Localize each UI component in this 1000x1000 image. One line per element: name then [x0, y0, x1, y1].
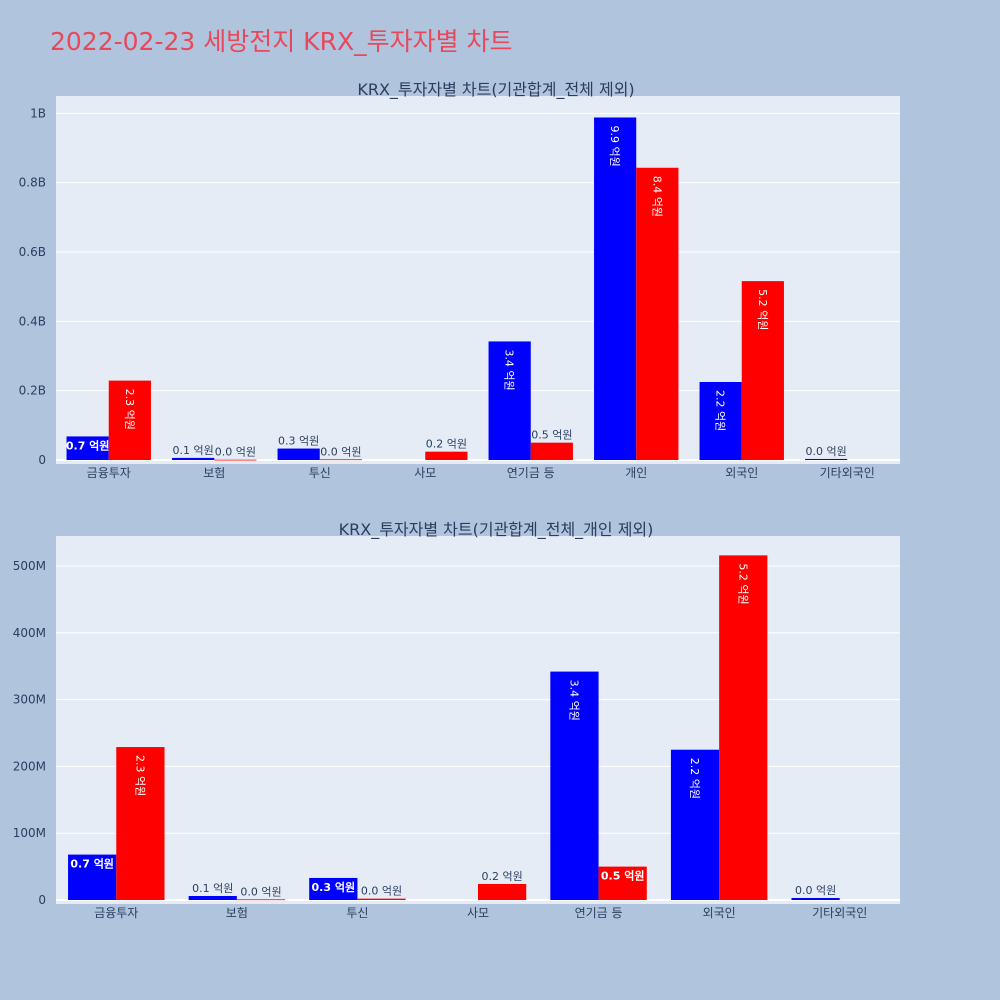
bar-label: 2.2 억원	[688, 758, 701, 799]
bar-label: 0.1 억원	[192, 882, 233, 895]
bar-label: 0.0 억원	[795, 884, 836, 897]
bar-label: 0.2 억원	[481, 870, 522, 883]
bar[interactable]	[236, 899, 286, 901]
x-tick-label: 보험	[203, 466, 225, 480]
y-tick-label: 0	[38, 453, 46, 467]
bar[interactable]	[116, 747, 165, 900]
bar[interactable]	[277, 448, 320, 460]
bar-label: 2.2 억원	[714, 390, 727, 431]
bar-label: 5.2 억원	[736, 563, 749, 604]
bar-label: 0.3 억원	[312, 880, 356, 894]
bar[interactable]	[488, 341, 531, 460]
chart-title: KRX_투자자별 차트(기관합계_전체 제외)	[357, 80, 634, 100]
bar[interactable]	[478, 883, 527, 900]
bar[interactable]	[550, 671, 599, 900]
y-tick-label: 100M	[13, 826, 46, 840]
bar-label: 0.7 억원	[70, 857, 114, 871]
bar[interactable]	[357, 898, 406, 900]
bar[interactable]	[319, 459, 362, 461]
chart-title: KRX_투자자별 차트(기관합계_전체_개인 제외)	[339, 520, 654, 540]
bar-label: 0.2 억원	[426, 438, 467, 451]
bar[interactable]	[699, 382, 742, 460]
y-tick-label: 0.2B	[19, 384, 46, 398]
chart-1: 0 0.2B 0.4B 0.6B 0.8B 1B KRX_투자자별 차트(기관합계_전체 제…	[19, 80, 900, 480]
plot-area	[56, 536, 900, 904]
bar[interactable]	[530, 442, 573, 460]
bar-label: 0.0 억원	[215, 446, 256, 459]
y-tick-label: 0.8B	[19, 176, 46, 190]
y-tick-label: 0.4B	[19, 314, 46, 328]
bar[interactable]	[68, 854, 117, 900]
x-tick-label: 금융투자	[94, 906, 138, 920]
bar[interactable]	[172, 457, 215, 460]
x-tick-label: 투신	[346, 906, 368, 920]
bar-label: 0.0 억원	[361, 885, 402, 898]
y-tick-label: 0	[38, 893, 46, 907]
bar-label: 5.2 억원	[756, 289, 769, 330]
x-tick-label: 연기금 등	[575, 906, 623, 920]
y-tick-label: 300M	[13, 693, 46, 707]
bar-label: 2.3 억원	[133, 755, 146, 796]
y-tick-label: 0.6B	[19, 245, 46, 259]
x-tick-label: 사모	[467, 906, 489, 920]
y-tick-label: 200M	[13, 759, 46, 773]
x-tick-label: 연기금 등	[507, 466, 555, 480]
bar-label: 2.3 억원	[123, 389, 136, 430]
chart-2: 0 100M 200M 300M 400M 500M KRX_투자자별 차트(기관합계_전체…	[13, 520, 900, 920]
x-tick-label: 기타외국인	[812, 906, 867, 920]
bar-label: 0.5 억원	[531, 429, 572, 442]
bar[interactable]	[741, 281, 784, 460]
bar[interactable]	[108, 380, 151, 460]
bar-label: 0.0 억원	[240, 885, 281, 898]
bar[interactable]	[594, 117, 637, 460]
x-tick-label: 외국인	[703, 906, 736, 920]
bar-label: 0.3 억원	[278, 435, 319, 448]
bar[interactable]	[670, 749, 720, 900]
bar[interactable]	[791, 897, 840, 900]
x-tick-label: 금융투자	[87, 466, 131, 480]
bar[interactable]	[188, 895, 237, 900]
x-tick-label: 기타외국인	[820, 466, 875, 480]
x-tick-label: 투신	[309, 466, 331, 480]
bar-label: 8.4 억원	[650, 176, 663, 217]
x-tick-label: 외국인	[725, 466, 758, 480]
y-tick-label: 400M	[13, 626, 46, 640]
bar-label: 9.9 억원	[608, 125, 621, 166]
bar[interactable]	[719, 555, 768, 900]
bar[interactable]	[214, 459, 257, 461]
bar[interactable]	[805, 458, 848, 460]
bar-label: 0.5 억원	[601, 869, 645, 883]
y-tick-label: 1B	[30, 106, 46, 120]
bar[interactable]	[66, 436, 109, 460]
x-tick-label: 보험	[226, 906, 248, 920]
y-tick-label: 500M	[13, 559, 46, 573]
bar[interactable]	[636, 167, 679, 460]
bar-label: 0.0 억원	[320, 445, 361, 458]
x-tick-label: 사모	[414, 466, 436, 480]
bar-label: 3.4 억원	[567, 680, 580, 721]
page-title: 2022-02-23 세방전지 KRX_투자자별 차트	[50, 27, 513, 56]
bar-label: 0.7 억원	[66, 438, 110, 452]
bar-label: 0.1 억원	[173, 444, 214, 457]
bar[interactable]	[309, 877, 358, 900]
x-tick-label: 개인	[625, 466, 647, 480]
bar-label: 3.4 억원	[503, 349, 516, 390]
bar[interactable]	[425, 451, 468, 460]
bar[interactable]	[598, 866, 647, 900]
bar-label: 0.0 억원	[806, 445, 847, 458]
